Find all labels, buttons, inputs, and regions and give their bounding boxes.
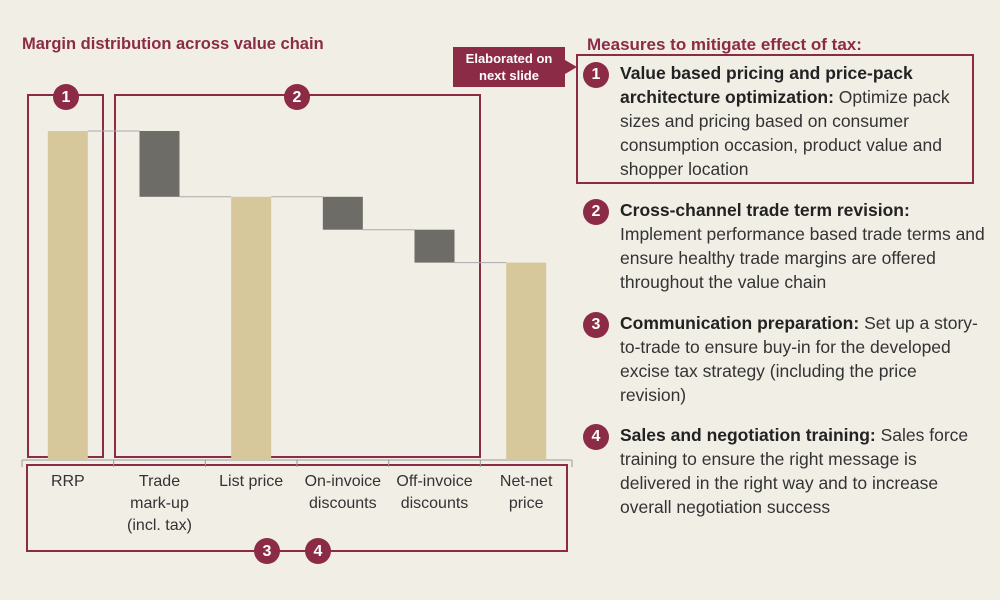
item-text: Set up a story-to-trade to ensure buy-in… — [620, 313, 978, 405]
bar — [47, 131, 88, 460]
x-tick-label: List price — [219, 473, 284, 490]
item-text: Implement performance based trade terms … — [620, 224, 985, 292]
measure-item: Cross-channel trade term revision: Imple… — [620, 198, 985, 294]
item-number: 2 — [583, 199, 609, 225]
item-text: Optimize pack sizes and pricing based on… — [620, 87, 950, 179]
bracket-number: 2 — [293, 89, 302, 106]
item-number: 4 — [583, 424, 609, 450]
item-number: 1 — [583, 62, 609, 88]
bar — [231, 196, 272, 461]
item-text: Sales force training to ensure the right… — [620, 425, 969, 517]
x-tick-label: Trade mark-up (incl. tax) — [127, 473, 192, 534]
x-tick-label: On-invoice discounts — [304, 473, 382, 512]
item-heading: Value based pricing and price-pack archi… — [620, 63, 913, 107]
callout: Elaborated on next slide — [453, 47, 565, 87]
item-heading: Communication preparation: — [620, 313, 860, 333]
bracket-badge — [305, 538, 331, 564]
measures-title: Measures to mitigate effect of tax: — [587, 35, 862, 54]
bar — [322, 196, 363, 230]
bracket-badge — [284, 84, 310, 110]
bracket-number: 1 — [62, 89, 71, 106]
bracket-number: 3 — [263, 543, 272, 560]
measure-item: Value based pricing and price-pack archi… — [620, 61, 985, 181]
highlight-box — [576, 54, 974, 184]
measure-item: Sales and negotiation training: Sales fo… — [620, 423, 985, 519]
bar — [506, 262, 547, 460]
x-tick-label: Off-invoice discounts — [396, 473, 473, 512]
x-tick-label: RRP — [50, 473, 85, 490]
bar — [414, 229, 455, 263]
callout-pointer — [565, 60, 577, 74]
chart-title: Margin distribution across value chain — [22, 35, 324, 53]
bracket-number: 4 — [314, 543, 323, 560]
item-heading: Cross-channel trade term revision: — [620, 200, 910, 220]
measure-item: Communication preparation: Set up a stor… — [620, 311, 985, 407]
bar — [139, 131, 180, 197]
item-heading: Sales and negotiation training: — [620, 425, 876, 445]
item-number: 3 — [583, 312, 609, 338]
bracket-badge — [254, 538, 280, 564]
bracket-badge — [53, 84, 79, 110]
x-tick-label: Net-net price — [499, 473, 553, 512]
